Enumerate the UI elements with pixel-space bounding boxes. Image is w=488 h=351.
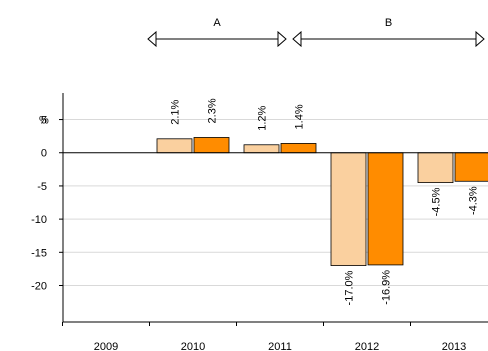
bar [193, 137, 230, 154]
period-arrow-right-head [475, 30, 485, 48]
y-tick-label: 0 [41, 148, 47, 160]
y-unit-label: % [39, 115, 49, 127]
data-label: 2.3% [207, 98, 219, 123]
data-label: 2.1% [170, 100, 182, 125]
y-tick-label: -20 [31, 280, 47, 292]
bar [417, 152, 454, 184]
y-tick-label: 5 [41, 115, 47, 127]
x-ticks: 2009 2010 2011 2012 2013 [62, 322, 466, 351]
y-tick-label: -10 [31, 214, 47, 226]
axes [62, 93, 488, 323]
data-label: -4.3% [468, 186, 480, 215]
bar [330, 152, 367, 266]
y-tick-label: -5 [37, 181, 47, 193]
bar [280, 143, 317, 154]
x-tick-label: 2009 [94, 341, 118, 351]
bar [243, 144, 280, 154]
period-label: A [213, 17, 221, 29]
y-ticks: -20 -15 -10 -5 0 5% [31, 115, 63, 292]
x-tick-label: 2011 [268, 341, 292, 351]
x-tick-label: 2010 [181, 341, 205, 351]
bar [156, 138, 193, 154]
data-label: -16.9% [381, 270, 393, 305]
data-label: -4.5% [431, 187, 443, 216]
data-label: 1.2% [257, 105, 269, 130]
grid-lines [63, 119, 488, 286]
bar [367, 152, 404, 266]
period-label: B [385, 17, 392, 29]
period-arrow-left-head [292, 30, 302, 48]
data-label: 1.4% [294, 104, 306, 129]
period-arrow-right-head [277, 30, 287, 48]
y-tick-label: -15 [31, 247, 47, 259]
data-labels: 2.1% 1.2% -17.0% -4.5% 2.3% 1.4% -16.9% -4.3% [170, 98, 480, 305]
period-arrow-left-head [147, 30, 157, 48]
x-tick-label: 2013 [442, 341, 466, 351]
x-tick-label: 2012 [355, 341, 379, 351]
bar [454, 152, 488, 182]
data-label: -17.0% [344, 270, 356, 305]
